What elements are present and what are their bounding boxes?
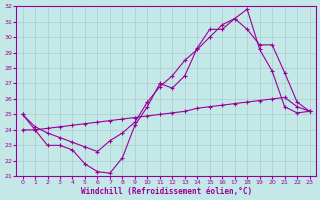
X-axis label: Windchill (Refroidissement éolien,°C): Windchill (Refroidissement éolien,°C) xyxy=(81,187,252,196)
